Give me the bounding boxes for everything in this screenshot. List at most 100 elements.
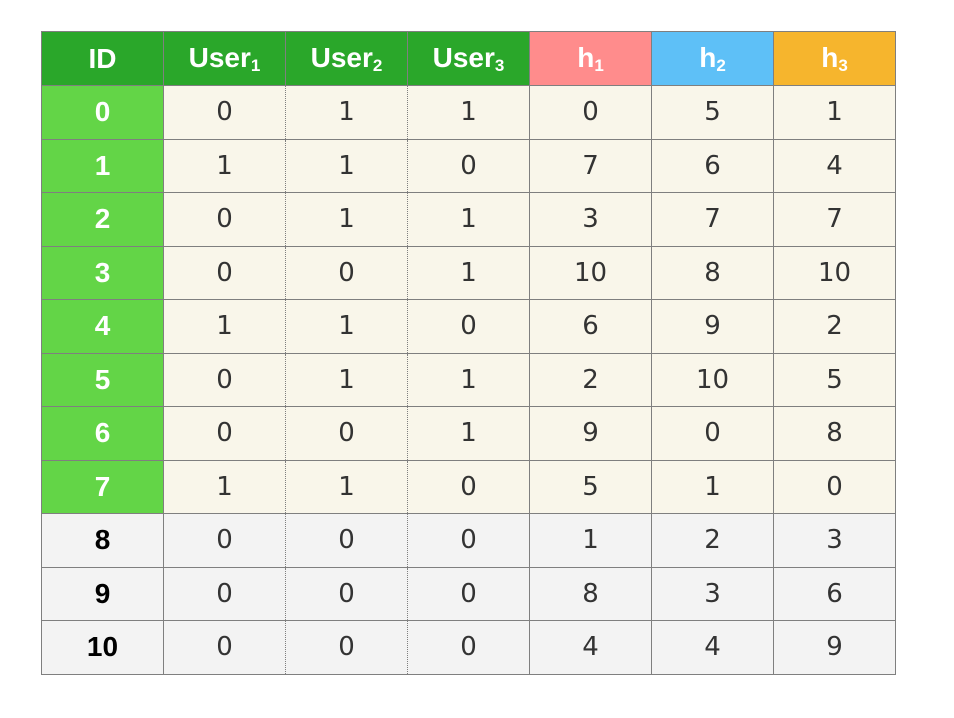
header-user1: User1 xyxy=(163,31,286,86)
header-id: ID xyxy=(41,31,164,86)
user2-cell: 1 xyxy=(285,299,408,354)
header-user1-sub: 1 xyxy=(250,55,261,75)
user1-cell: 0 xyxy=(163,513,286,568)
user3-cell: 0 xyxy=(407,459,530,514)
row-id-cell: 4 xyxy=(41,299,164,354)
h3-cell: 7 xyxy=(773,192,896,247)
header-h1-label: h xyxy=(577,41,595,73)
header-user3: User3 xyxy=(407,31,530,86)
h3-cell: 3 xyxy=(773,513,896,568)
header-h3: h3 xyxy=(773,31,896,86)
user2-cell: 0 xyxy=(285,620,408,675)
user1-cell: 0 xyxy=(163,620,286,675)
user2-cell: 0 xyxy=(285,566,408,621)
header-h3-sub: 3 xyxy=(838,55,848,75)
h1-cell: 9 xyxy=(529,406,652,461)
h2-cell: 1 xyxy=(651,459,774,514)
h2-cell: 10 xyxy=(651,352,774,407)
user2-cell: 1 xyxy=(285,192,408,247)
table-row: 10 0 0 0 4 4 9 xyxy=(41,620,896,675)
user1-cell: 1 xyxy=(163,138,286,193)
h2-cell: 9 xyxy=(651,299,774,354)
h3-cell: 2 xyxy=(773,299,896,354)
h1-cell: 3 xyxy=(529,192,652,247)
h3-cell: 9 xyxy=(773,620,896,675)
h3-cell: 5 xyxy=(773,352,896,407)
header-h2-sub: 2 xyxy=(716,55,726,75)
h2-cell: 3 xyxy=(651,566,774,621)
user3-cell: 0 xyxy=(407,620,530,675)
user1-cell: 0 xyxy=(163,352,286,407)
h2-cell: 5 xyxy=(651,85,774,140)
user3-cell: 1 xyxy=(407,192,530,247)
user3-cell: 0 xyxy=(407,299,530,354)
user1-cell: 0 xyxy=(163,406,286,461)
user1-cell: 0 xyxy=(163,245,286,300)
h1-cell: 6 xyxy=(529,299,652,354)
header-h2: h2 xyxy=(651,31,774,86)
h2-cell: 6 xyxy=(651,138,774,193)
h1-cell: 5 xyxy=(529,459,652,514)
h1-cell: 1 xyxy=(529,513,652,568)
h3-cell: 10 xyxy=(773,245,896,300)
user2-cell: 0 xyxy=(285,513,408,568)
user3-cell: 0 xyxy=(407,138,530,193)
h2-cell: 8 xyxy=(651,245,774,300)
row-id-cell: 3 xyxy=(41,245,164,300)
user2-cell: 1 xyxy=(285,459,408,514)
user2-cell: 1 xyxy=(285,138,408,193)
row-id-cell: 2 xyxy=(41,192,164,247)
h3-cell: 6 xyxy=(773,566,896,621)
header-user2-sub: 2 xyxy=(372,55,383,75)
header-h1: h1 xyxy=(529,31,652,86)
user2-cell: 1 xyxy=(285,352,408,407)
h1-cell: 4 xyxy=(529,620,652,675)
h1-cell: 7 xyxy=(529,138,652,193)
row-id-cell: 9 xyxy=(41,566,164,621)
h2-cell: 4 xyxy=(651,620,774,675)
header-user2: User2 xyxy=(285,31,408,86)
user1-cell: 0 xyxy=(163,566,286,621)
table-row: 5 0 1 1 2 10 5 xyxy=(41,352,896,407)
header-user3-label: User xyxy=(432,41,495,73)
user2-cell: 1 xyxy=(285,85,408,140)
user1-cell: 1 xyxy=(163,299,286,354)
row-id-cell: 10 xyxy=(41,620,164,675)
user3-cell: 0 xyxy=(407,513,530,568)
user2-cell: 0 xyxy=(285,245,408,300)
user3-cell: 1 xyxy=(407,85,530,140)
header-user2-label: User xyxy=(310,41,373,73)
row-id-cell: 0 xyxy=(41,85,164,140)
header-h2-label: h xyxy=(699,41,717,73)
user2-cell: 0 xyxy=(285,406,408,461)
header-user3-sub: 3 xyxy=(494,55,505,75)
h2-cell: 2 xyxy=(651,513,774,568)
h3-cell: 8 xyxy=(773,406,896,461)
table-body: 0 0 1 1 0 5 1 1 1 1 0 7 6 4 2 0 1 1 3 7 7 3 0 0 1 10 8 10 4 1 1 0 6 9 2 5 0 1… xyxy=(41,85,896,675)
h3-cell: 4 xyxy=(773,138,896,193)
h2-cell: 7 xyxy=(651,192,774,247)
h1-cell: 2 xyxy=(529,352,652,407)
user3-cell: 1 xyxy=(407,245,530,300)
user1-cell: 0 xyxy=(163,192,286,247)
row-id-cell: 7 xyxy=(41,459,164,514)
row-id-cell: 6 xyxy=(41,406,164,461)
user3-cell: 1 xyxy=(407,406,530,461)
row-id-cell: 1 xyxy=(41,138,164,193)
h2-cell: 0 xyxy=(651,406,774,461)
h3-cell: 0 xyxy=(773,459,896,514)
row-id-cell: 8 xyxy=(41,513,164,568)
h1-cell: 10 xyxy=(529,245,652,300)
h1-cell: 8 xyxy=(529,566,652,621)
user1-cell: 1 xyxy=(163,459,286,514)
header-h3-label: h xyxy=(821,41,839,73)
